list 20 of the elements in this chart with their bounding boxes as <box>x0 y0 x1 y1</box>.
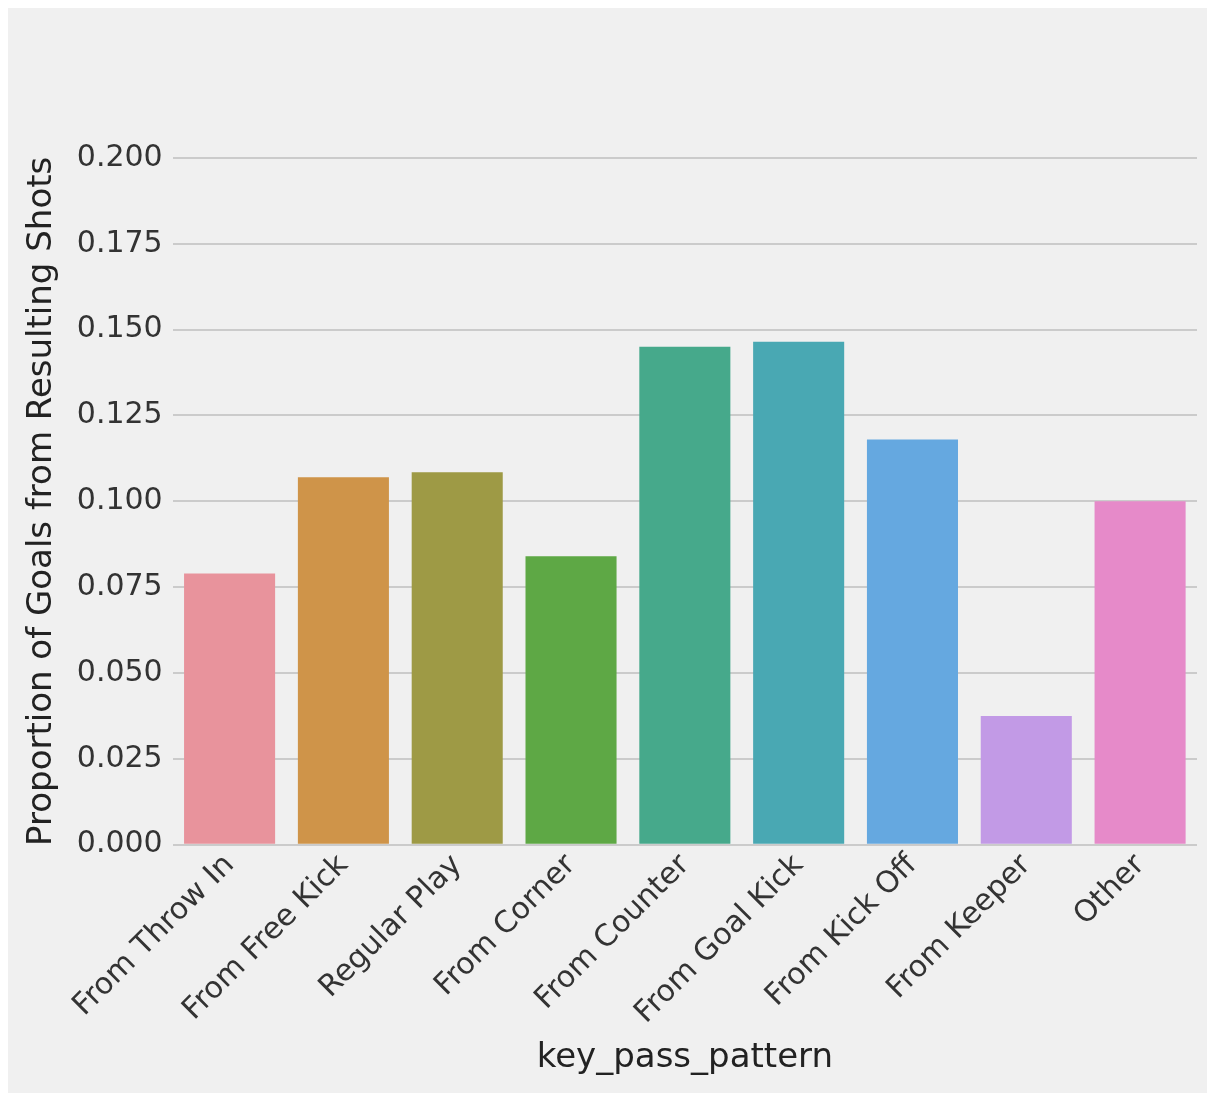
y-tick-label: 0.025 <box>76 738 163 774</box>
y-tick-label: 0.150 <box>76 309 163 345</box>
y-tick-label: 0.200 <box>76 137 163 173</box>
bar <box>866 439 958 844</box>
y-tick-label: 0.000 <box>76 824 163 860</box>
y-tick-label: 0.075 <box>76 566 163 602</box>
bar <box>525 556 617 844</box>
y-tick-label: 0.125 <box>76 395 163 431</box>
y-tick-label: 0.175 <box>76 223 163 259</box>
bar <box>753 341 845 844</box>
bar <box>1094 501 1186 844</box>
y-axis-title: Proportion of Goals from Resulting Shots <box>19 156 60 846</box>
bar <box>639 346 731 844</box>
bar <box>980 715 1072 844</box>
bar <box>297 477 389 844</box>
y-tick-label: 0.100 <box>76 481 163 517</box>
bar <box>411 472 503 844</box>
x-axis-title: key_pass_pattern <box>536 1035 833 1076</box>
bar <box>184 573 276 844</box>
y-tick-label: 0.050 <box>76 652 163 688</box>
